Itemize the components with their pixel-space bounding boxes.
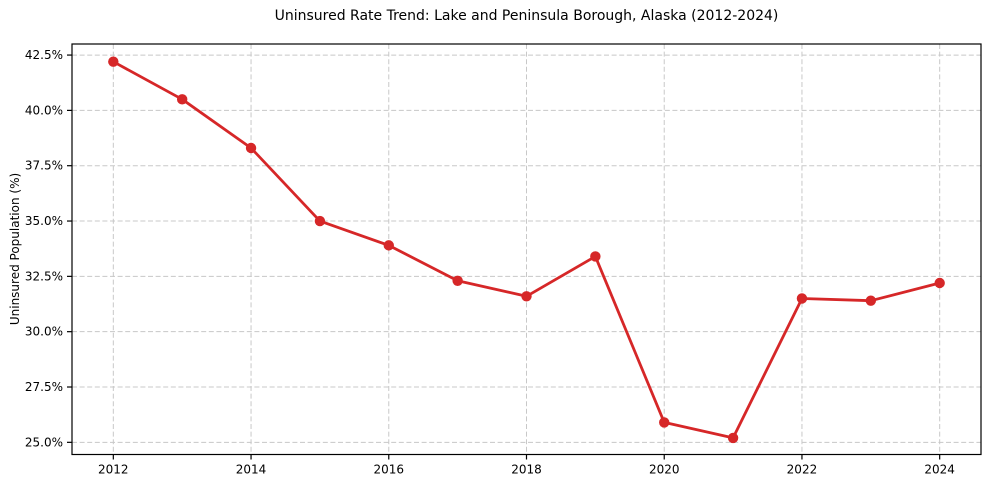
y-tick-label: 27.5%	[25, 380, 63, 394]
y-tick-label: 35.0%	[25, 214, 63, 228]
data-point	[108, 56, 119, 67]
data-point	[865, 295, 877, 306]
data-point	[245, 142, 257, 154]
data-point	[383, 240, 394, 251]
chart-title: Uninsured Rate Trend: Lake and Peninsula…	[274, 8, 779, 24]
data-point	[314, 215, 326, 227]
data-point	[659, 417, 670, 428]
x-tick-label: 2020	[649, 463, 680, 477]
data-point	[452, 275, 463, 286]
y-tick-label: 40.0%	[25, 103, 63, 117]
data-point	[590, 251, 601, 262]
x-tick-label: 2018	[511, 463, 542, 477]
data-point	[796, 293, 808, 304]
x-tick-label: 2016	[373, 463, 404, 477]
y-axis-label: Uninsured Population (%)	[8, 172, 22, 326]
data-point	[727, 432, 739, 444]
y-tick-label: 37.5%	[25, 159, 63, 173]
data-point	[176, 94, 188, 105]
data-point	[934, 277, 945, 289]
y-tick-label: 30.0%	[25, 325, 63, 339]
y-tick-label: 25.0%	[25, 435, 63, 449]
y-tick-label: 42.5%	[25, 48, 63, 62]
x-tick-label: 2012	[98, 463, 129, 477]
data-point	[521, 291, 532, 302]
x-tick-label: 2014	[236, 463, 267, 477]
y-tick-label: 32.5%	[25, 269, 63, 283]
x-tick-label: 2024	[924, 463, 955, 477]
x-tick-label: 2022	[787, 463, 818, 477]
